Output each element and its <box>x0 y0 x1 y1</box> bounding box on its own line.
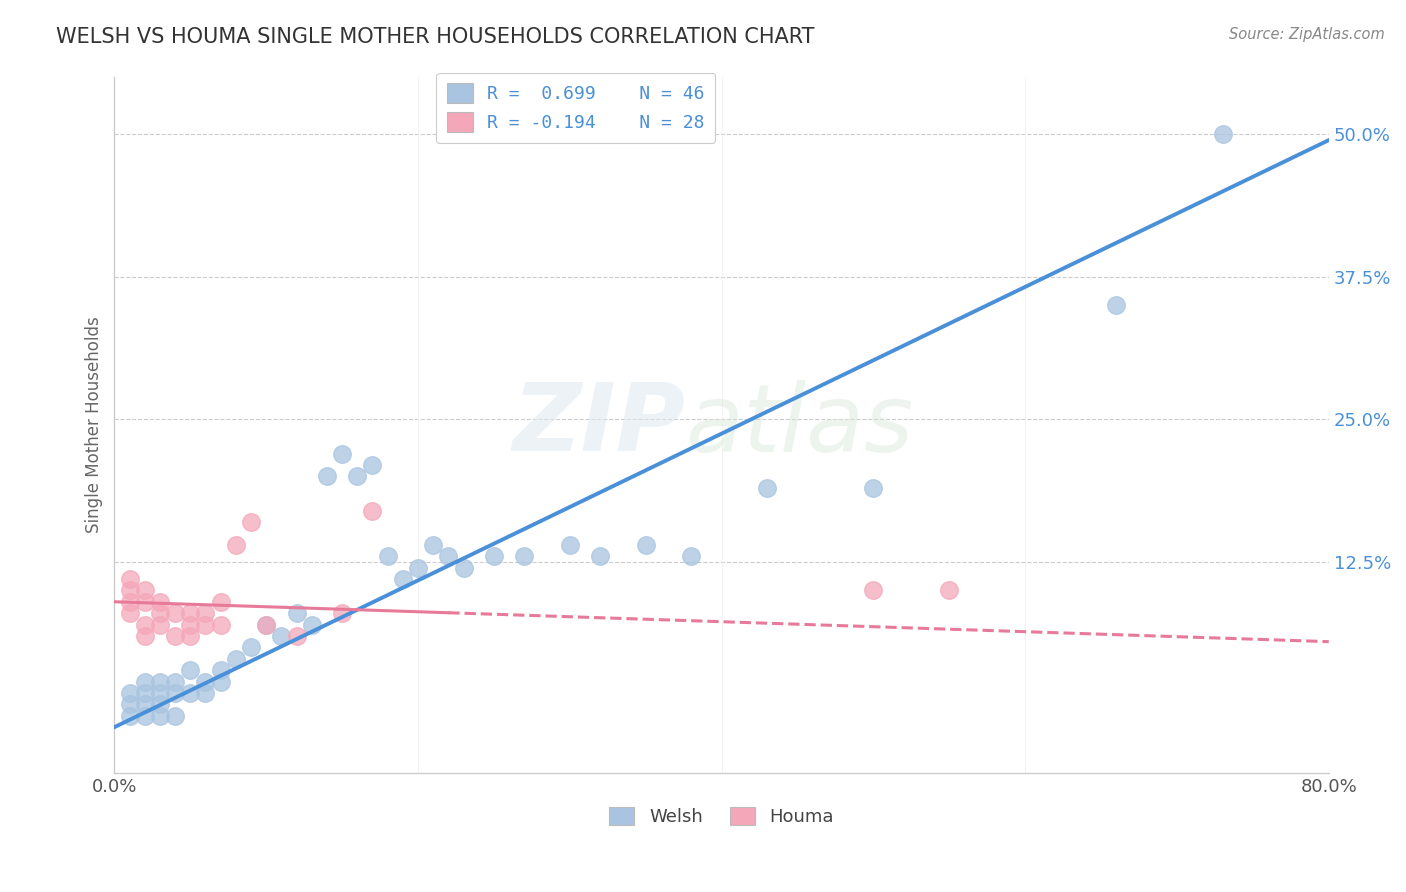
Point <box>482 549 505 564</box>
Point <box>179 686 201 700</box>
Point <box>134 583 156 598</box>
Point <box>149 617 172 632</box>
Point <box>756 481 779 495</box>
Point <box>361 458 384 472</box>
Point <box>194 617 217 632</box>
Point <box>634 538 657 552</box>
Point <box>134 617 156 632</box>
Point <box>1211 128 1233 142</box>
Point <box>134 674 156 689</box>
Point <box>589 549 612 564</box>
Point <box>118 606 141 620</box>
Point <box>179 629 201 643</box>
Point <box>209 674 232 689</box>
Legend: Welsh, Houma: Welsh, Houma <box>602 799 841 833</box>
Point <box>330 447 353 461</box>
Point <box>209 595 232 609</box>
Point <box>149 674 172 689</box>
Point <box>254 617 277 632</box>
Point <box>1105 298 1128 312</box>
Point <box>254 617 277 632</box>
Point <box>453 560 475 574</box>
Point <box>134 629 156 643</box>
Point <box>285 606 308 620</box>
Point <box>681 549 703 564</box>
Point <box>149 708 172 723</box>
Point <box>179 663 201 677</box>
Point <box>118 686 141 700</box>
Point <box>165 686 187 700</box>
Point <box>179 606 201 620</box>
Y-axis label: Single Mother Households: Single Mother Households <box>86 317 103 533</box>
Point <box>270 629 292 643</box>
Point <box>422 538 444 552</box>
Point <box>149 686 172 700</box>
Point <box>938 583 960 598</box>
Point <box>558 538 581 552</box>
Point <box>118 698 141 712</box>
Point <box>285 629 308 643</box>
Point <box>330 606 353 620</box>
Point <box>301 617 323 632</box>
Point <box>165 606 187 620</box>
Text: atlas: atlas <box>685 380 914 471</box>
Text: ZIP: ZIP <box>512 379 685 471</box>
Point <box>134 595 156 609</box>
Point <box>240 515 263 529</box>
Point <box>513 549 536 564</box>
Point <box>377 549 399 564</box>
Point <box>134 708 156 723</box>
Point <box>134 686 156 700</box>
Point <box>862 583 884 598</box>
Point <box>316 469 339 483</box>
Point <box>149 698 172 712</box>
Point <box>149 595 172 609</box>
Point <box>240 640 263 655</box>
Point <box>118 583 141 598</box>
Point <box>118 708 141 723</box>
Point <box>392 572 415 586</box>
Text: Source: ZipAtlas.com: Source: ZipAtlas.com <box>1229 27 1385 42</box>
Point <box>225 538 247 552</box>
Point <box>134 698 156 712</box>
Point <box>361 503 384 517</box>
Point <box>118 572 141 586</box>
Point <box>165 708 187 723</box>
Point <box>179 617 201 632</box>
Point <box>225 652 247 666</box>
Point <box>194 686 217 700</box>
Point <box>862 481 884 495</box>
Point <box>209 663 232 677</box>
Point <box>346 469 368 483</box>
Point <box>149 606 172 620</box>
Point <box>118 595 141 609</box>
Text: WELSH VS HOUMA SINGLE MOTHER HOUSEHOLDS CORRELATION CHART: WELSH VS HOUMA SINGLE MOTHER HOUSEHOLDS … <box>56 27 814 46</box>
Point <box>165 674 187 689</box>
Point <box>194 606 217 620</box>
Point <box>437 549 460 564</box>
Point <box>165 629 187 643</box>
Point <box>194 674 217 689</box>
Point <box>209 617 232 632</box>
Point <box>406 560 429 574</box>
